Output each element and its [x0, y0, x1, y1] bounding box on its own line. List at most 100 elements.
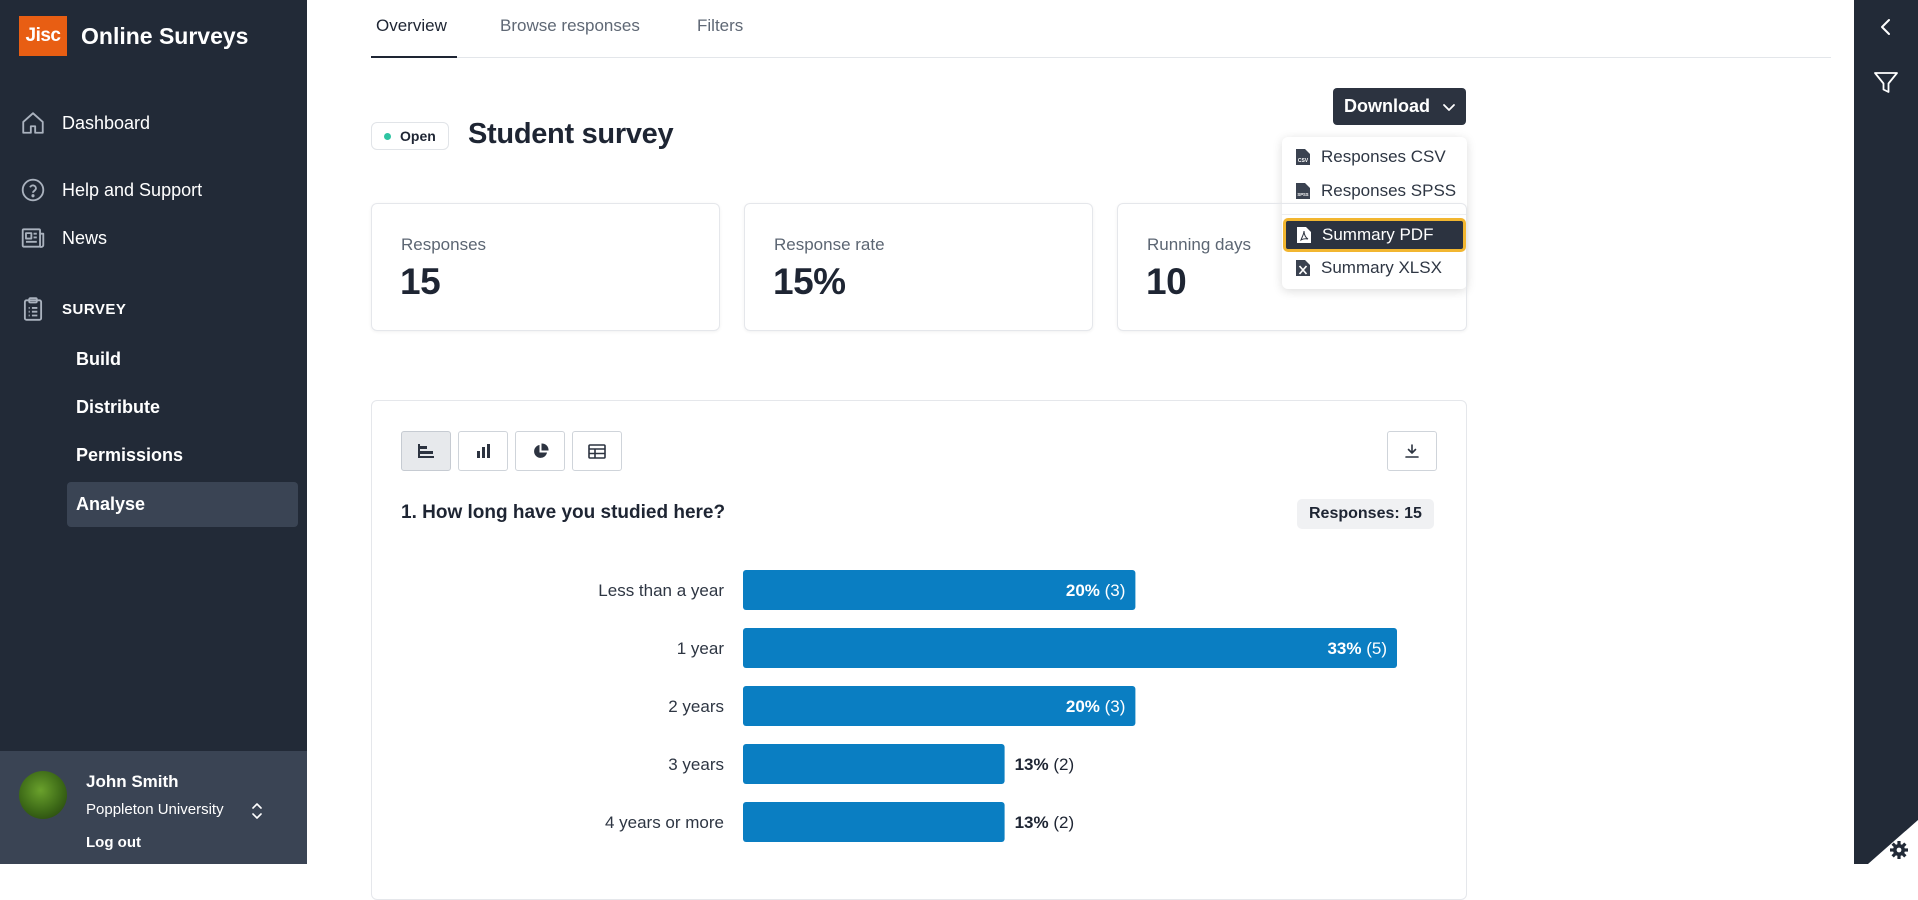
view-horizontal-bar-button[interactable] [401, 431, 451, 471]
clipboard-icon [23, 297, 43, 321]
nav-help[interactable]: Help and Support [20, 177, 202, 203]
view-vertical-bar-button[interactable] [458, 431, 508, 471]
bar[interactable] [743, 570, 1136, 610]
category-label: 2 years [668, 697, 724, 716]
view-pie-button[interactable] [515, 431, 565, 471]
page-title: Student survey [468, 118, 674, 150]
bar[interactable] [743, 628, 1397, 668]
response-bar-chart: Less than a year 20% (3) 1 year 33% (5) 2 ye… [598, 570, 1397, 842]
responses-count-badge: Responses: 15 [1297, 499, 1434, 529]
download-button-label: Download [1344, 96, 1430, 116]
tab-filters[interactable]: Filters [697, 16, 744, 35]
menu-divider [1282, 214, 1467, 215]
export-chart-button[interactable] [1387, 431, 1437, 471]
svg-text:SPSS: SPSS [1297, 192, 1308, 197]
stat-card-responses: Responses 15 [371, 203, 720, 331]
menu-item-label: Responses CSV [1321, 147, 1446, 166]
stat-card-response-rate: Response rate 15% [744, 203, 1093, 331]
table-icon [588, 443, 606, 459]
filter-panel-button[interactable] [1872, 69, 1900, 97]
category-label: Less than a year [598, 581, 724, 600]
status-badge: Open [371, 122, 449, 150]
sidebar-item-build[interactable]: Build [67, 337, 298, 382]
question-panel: 1. How long have you studied here? Respo… [371, 400, 1467, 900]
menu-item-responses-spss[interactable]: SPSS Responses SPSS [1282, 175, 1467, 207]
app-name: Online Surveys [81, 22, 249, 49]
collapse-panel-button[interactable] [1872, 13, 1900, 41]
menu-item-label: Responses SPSS [1321, 181, 1457, 200]
newspaper-icon [21, 228, 45, 248]
sidebar-item-label: Distribute [76, 397, 161, 417]
data-label: 20% (3) [1066, 697, 1126, 716]
sidebar-item-distribute[interactable]: Distribute [67, 385, 298, 430]
organisation-switcher-icon[interactable] [250, 801, 264, 821]
tab-browse-responses[interactable]: Browse responses [500, 16, 640, 35]
stat-value: 15% [773, 261, 846, 302]
pie-chart-icon [533, 442, 549, 458]
menu-item-summary-xlsx[interactable]: Summary XLSX [1282, 252, 1467, 284]
status-label: Open [400, 128, 436, 144]
settings-gear-icon[interactable] [1868, 820, 1918, 864]
svg-text:CSV: CSV [1298, 158, 1309, 164]
vertical-bar-chart-icon [477, 444, 490, 458]
question-title: 1. How long have you studied here? [401, 502, 726, 523]
organisation-name: Poppleton University [86, 801, 224, 818]
sidebar-item-label: Analyse [76, 494, 146, 514]
stat-label: Response rate [774, 235, 885, 254]
active-tab-indicator [371, 56, 457, 58]
avatar [19, 771, 67, 819]
menu-item-responses-csv[interactable]: CSV Responses CSV [1282, 141, 1467, 173]
bar[interactable] [743, 686, 1136, 726]
right-rail [1854, 0, 1918, 864]
stat-value: 15 [400, 261, 441, 302]
download-menu: CSV Responses CSV SPSS Responses SPSS Su… [1282, 137, 1467, 289]
pdf-file-icon [1297, 227, 1311, 243]
filter-icon [1874, 72, 1898, 93]
survey-section-label: SURVEY [62, 300, 127, 318]
chevron-down-icon [1443, 103, 1455, 111]
logout-link[interactable]: Log out [86, 834, 141, 851]
xlsx-file-icon [1296, 260, 1310, 276]
tab-overview[interactable]: Overview [376, 16, 447, 35]
nav-news[interactable]: News [20, 225, 107, 251]
sidebar-item-label: Build [76, 349, 121, 369]
nav-dashboard[interactable]: Dashboard [20, 110, 150, 136]
category-label: 4 years or more [605, 813, 724, 832]
stat-label: Responses [401, 235, 487, 254]
sidebar-item-analyse[interactable]: Analyse [67, 482, 298, 527]
category-label: 1 year [677, 639, 725, 658]
nav-news-label: News [62, 227, 108, 248]
status-dot [384, 132, 391, 140]
data-label: 13% (2) [1015, 813, 1075, 832]
tab-bar: Overview Browse responses Filters [371, 0, 1831, 58]
data-label: 13% (2) [1015, 755, 1075, 774]
nav-dashboard-label: Dashboard [62, 112, 151, 133]
brand[interactable]: Jisc Online Surveys [19, 16, 248, 56]
data-label: 20% (3) [1066, 581, 1126, 600]
bar[interactable] [743, 802, 1005, 842]
sidebar-item-permissions[interactable]: Permissions [67, 433, 298, 478]
jisc-logo: Jisc [19, 16, 67, 56]
stat-value: 10 [1146, 261, 1187, 302]
user-name: John Smith [86, 772, 179, 791]
view-table-button[interactable] [572, 431, 622, 471]
menu-item-summary-pdf[interactable]: Summary PDF [1283, 218, 1466, 252]
chevron-left-icon [1881, 19, 1890, 35]
sidebar-item-label: Permissions [76, 445, 184, 465]
download-button[interactable]: Download [1333, 88, 1466, 125]
horizontal-bar-chart-icon [418, 444, 434, 458]
survey-section-heading: SURVEY [20, 296, 126, 322]
menu-item-label: Summary PDF [1322, 225, 1434, 244]
spss-file-icon: SPSS [1296, 183, 1310, 199]
stat-card-running-days: Running days 10 [1117, 203, 1467, 331]
user-panel: John Smith Poppleton University Log out [0, 751, 307, 864]
bar[interactable] [743, 744, 1005, 784]
menu-item-label: Summary XLSX [1321, 258, 1442, 277]
stat-label: Running days [1147, 235, 1251, 254]
home-icon [22, 112, 44, 134]
category-label: 3 years [668, 755, 724, 774]
sidebar: Jisc Online Surveys Dashboard Help and S… [0, 0, 307, 864]
data-label: 33% (5) [1327, 639, 1387, 658]
download-icon [1405, 444, 1419, 458]
help-circle-icon [21, 178, 45, 202]
